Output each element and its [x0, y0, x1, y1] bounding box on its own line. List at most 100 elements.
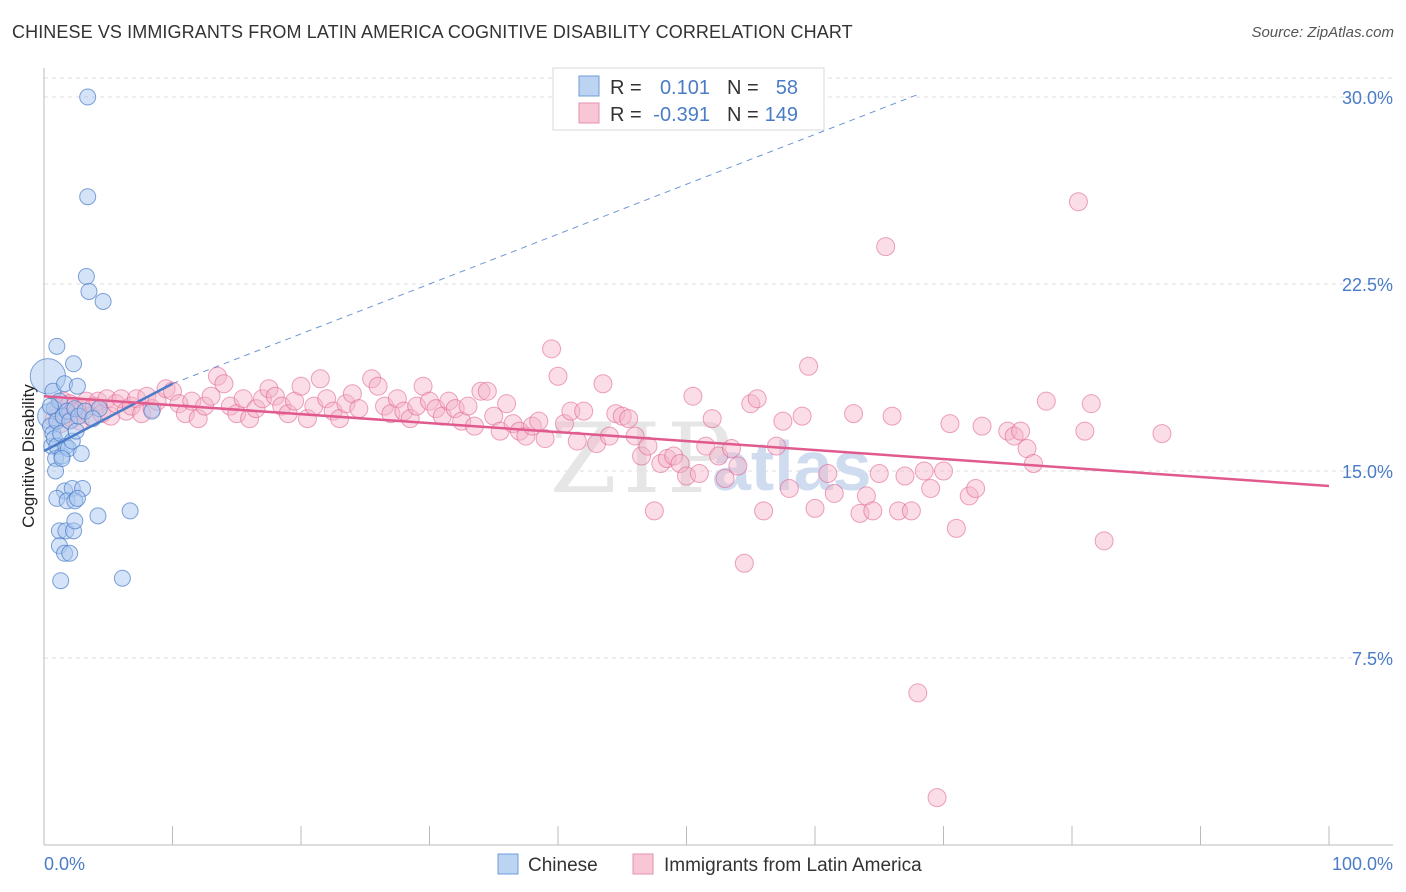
chinese-trend-extension: [172, 94, 918, 385]
stats-chinese-r-value: 0.101: [660, 77, 710, 99]
latin-america-point: [741, 394, 761, 414]
latin-america-point: [387, 389, 407, 409]
latin-america-point: [1011, 421, 1031, 441]
latin-america-point: [1023, 454, 1043, 474]
stats-box: R = 0.101 N = 58 R = -0.391 N = 149: [552, 67, 825, 131]
latin-america-point: [914, 461, 934, 481]
latin-america-point: [689, 463, 709, 483]
latin-america-point: [535, 429, 555, 449]
latin-america-point: [439, 391, 459, 411]
latin-america-point: [728, 456, 748, 476]
y-tick-label: 30.0%: [1342, 88, 1393, 108]
latin-america-point: [779, 478, 799, 498]
chinese-point: [89, 507, 107, 525]
latin-america-point: [702, 409, 722, 429]
latin-america-point: [882, 406, 902, 426]
latin-america-point: [407, 396, 427, 416]
latin-america-point: [1081, 394, 1101, 414]
latin-america-point: [458, 396, 478, 416]
chinese-point: [113, 569, 131, 587]
latin-america-point: [632, 446, 652, 466]
stats-latin-n-value: 149: [765, 104, 798, 126]
watermark-zip: ZIP: [550, 403, 737, 515]
latin-america-point: [362, 369, 382, 389]
chart-source: Source: ZipAtlas.com: [1251, 24, 1394, 41]
y-tick-label: 22.5%: [1342, 275, 1393, 295]
x-tick-labels: 0.0% 100.0%: [44, 854, 1393, 874]
latin-america-point: [869, 463, 889, 483]
latin-america-point: [246, 399, 266, 419]
latin-america-point: [966, 478, 986, 498]
latin-america-point: [259, 379, 279, 399]
legend-chinese-label: Chinese: [528, 855, 598, 876]
latin-america-point: [420, 391, 439, 411]
x-ticks: [43, 826, 1330, 845]
chinese-point: [53, 450, 71, 468]
stats-latin-r-label: R =: [610, 104, 642, 126]
latin-america-point: [1094, 531, 1114, 551]
chinese-point: [121, 502, 139, 520]
latin-america-point: [291, 376, 311, 396]
stats-latin-r-value: -0.391: [653, 104, 710, 126]
latin-america-point: [901, 501, 921, 521]
chinese-point: [72, 445, 90, 463]
latin-america-point: [773, 411, 793, 431]
latin-america-point: [272, 396, 292, 416]
latin-america-point: [548, 366, 568, 386]
latin-america-point: [336, 394, 356, 414]
latin-america-point: [471, 381, 491, 401]
latin-america-point: [619, 409, 639, 429]
stats-latin-n-label: N =: [727, 104, 759, 126]
legend-latin-label: Immigrants from Latin America: [664, 855, 922, 876]
latin-america-point: [946, 518, 966, 538]
latin-america-point: [497, 394, 517, 414]
stats-chinese-n-value: 58: [776, 77, 798, 99]
latin-america-point: [310, 369, 330, 389]
latin-america-point: [863, 501, 883, 521]
latin-america-point: [670, 454, 690, 474]
latin-america-point: [233, 389, 253, 409]
latin-america-point: [644, 501, 664, 521]
latin-america-point: [664, 446, 684, 466]
latin-america-point: [908, 683, 928, 703]
latin-america-point: [265, 386, 285, 406]
latin-america-point: [516, 426, 536, 446]
y-tick-label: 15.0%: [1342, 462, 1393, 482]
latin-america-point: [1068, 192, 1088, 212]
latin-america-point: [214, 374, 234, 394]
chinese-point: [52, 572, 70, 590]
chinese-trend-line: [43, 382, 174, 453]
latin-america-point: [818, 463, 838, 483]
x-tick-label-min: 0.0%: [44, 854, 85, 874]
chinese-point: [79, 188, 97, 206]
latin-america-point: [368, 376, 388, 396]
latin-america-point: [542, 339, 562, 359]
latin-america-point: [1004, 426, 1024, 446]
latin-america-point: [972, 416, 992, 436]
chinese-point: [77, 268, 95, 286]
chinese-point: [65, 355, 83, 373]
watermark-atlas: atlas: [712, 427, 872, 505]
x-tick-label-max: 100.0%: [1332, 854, 1393, 874]
latin-america-point: [799, 356, 819, 376]
latin-america-point: [188, 409, 208, 429]
chinese-point: [79, 88, 97, 106]
latin-america-point: [940, 414, 960, 434]
y-tick-label: 7.5%: [1352, 649, 1393, 669]
latin-america-point: [1075, 421, 1095, 441]
latin-america-point: [927, 788, 947, 808]
latin-america-point: [824, 483, 844, 503]
legend-latin-swatch: [632, 853, 654, 875]
latin-america-point: [805, 498, 825, 518]
latin-america-point: [477, 381, 497, 401]
latin-america-point: [349, 399, 369, 419]
stats-latin-swatch: [578, 102, 600, 124]
latin-america-point: [792, 406, 812, 426]
latin-america-point: [934, 461, 953, 481]
latin-america-point: [574, 401, 594, 421]
latin-america-point: [959, 486, 979, 506]
latin-america-point: [747, 389, 767, 409]
latin-america-point: [175, 404, 195, 424]
latin-america-point: [593, 374, 613, 394]
latin-america-point: [921, 478, 941, 498]
